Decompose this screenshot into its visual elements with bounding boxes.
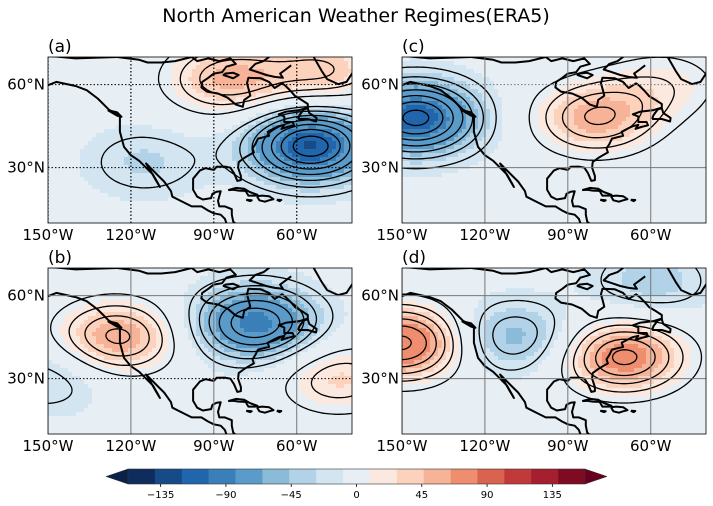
panel-frame [401, 56, 707, 224]
anomaly-fill [48, 268, 352, 434]
colorbar-bin [289, 469, 317, 484]
positive-contour [402, 325, 638, 366]
map-panel: (a) 150°W 120°W 90°W 60°W 60°N 30°N [7, 37, 353, 244]
colorbar-bin [477, 469, 505, 484]
panel-frame [47, 267, 353, 435]
negative-contour [270, 123, 351, 170]
x-tick-label: 90°W [547, 437, 589, 455]
x-tick-label: 90°W [193, 226, 235, 244]
colorbar-bin [154, 469, 183, 484]
y-tick-label: 30°N [7, 159, 45, 177]
colorbar: −135 −90 −45 0 45 90 135 [105, 468, 608, 501]
negative-contour [239, 110, 352, 188]
colorbar-bin [181, 469, 209, 484]
colorbar-bin [262, 469, 290, 484]
x-tick-label: 120°W [459, 437, 510, 455]
y-tick-label: 60°N [7, 76, 45, 94]
positive-contour [105, 328, 131, 345]
colorbar-bin [128, 469, 156, 484]
colorbar-tick-label: 45 [415, 490, 428, 501]
gridlines [48, 268, 352, 434]
colorbar-bin [423, 469, 451, 484]
x-tick-label: 120°W [105, 226, 156, 244]
colorbar-bin [396, 469, 425, 484]
negative-contour [492, 316, 538, 355]
panel-frame [47, 56, 353, 224]
colorbar-tick-label: −45 [281, 490, 302, 501]
colorbar-bin [316, 469, 344, 484]
colorbar-bin [450, 469, 478, 484]
y-tick-label: 30°N [7, 370, 45, 388]
coastlines [48, 57, 352, 223]
x-tick-label: 150°W [23, 437, 74, 455]
negative-contour [100, 105, 352, 198]
panel-label: (b) [48, 248, 72, 268]
map-panel: (b) 150°W 120°W 90°W 60°W 60°N 30°N [7, 248, 353, 455]
panel-label: (a) [48, 37, 72, 57]
colorbar-tick-label: −135 [147, 490, 174, 501]
x-tick-label: 150°W [23, 226, 74, 244]
colorbar-bin [343, 469, 371, 484]
coastlines [48, 268, 352, 434]
figure-title: North American Weather Regimes(ERA5) [162, 5, 550, 27]
negative-contour [402, 89, 464, 147]
negative-contour [251, 114, 352, 182]
anomaly-fill [402, 268, 706, 434]
negative-contour [292, 135, 329, 157]
negative-contour [402, 94, 454, 141]
negative-contour [478, 268, 702, 371]
panels: (a) 150°W 120°W 90°W 60°W 60°N 30°N (b) 150°W 120… [7, 37, 707, 455]
coastlines [402, 57, 706, 223]
negative-contour [402, 66, 497, 170]
y-tick-label: 60°N [361, 76, 399, 94]
x-tick-label: 60°W [630, 437, 672, 455]
gridlines [402, 57, 706, 223]
map-panel: (d) 150°W 120°W 90°W 60°W 60°N 30°N [361, 248, 707, 455]
contours [100, 57, 352, 198]
x-tick-label: 150°W [377, 226, 428, 244]
colorbar-bin [208, 469, 236, 484]
positive-contour [583, 106, 616, 126]
positive-contour [68, 305, 352, 399]
colorbar-bin [558, 469, 586, 484]
negative-contour [402, 76, 485, 160]
gridlines [402, 268, 706, 434]
negative-contour [48, 274, 334, 405]
colorbar-bin [504, 469, 532, 484]
x-tick-label: 60°W [276, 437, 318, 455]
colorbar-bin [235, 469, 263, 484]
y-tick-label: 30°N [361, 159, 399, 177]
map-panel: (c) 150°W 120°W 90°W 60°W 60°N 30°N [361, 37, 707, 244]
x-tick-label: 90°W [547, 226, 589, 244]
colorbar-tick-label: 135 [543, 490, 562, 501]
colorbar-tick-label: 90 [481, 490, 494, 501]
colorbar-bin [369, 469, 398, 484]
y-tick-label: 60°N [7, 287, 45, 305]
x-tick-label: 120°W [459, 226, 510, 244]
x-tick-label: 120°W [105, 437, 156, 455]
negative-contour [402, 109, 430, 127]
panel-label: (d) [402, 248, 426, 268]
positive-contour [402, 318, 656, 377]
y-tick-label: 60°N [361, 287, 399, 305]
gridlines [48, 57, 352, 223]
colorbar-tick-label: −90 [215, 490, 236, 501]
colorbar-extend-low [105, 468, 129, 485]
panel-frame [401, 267, 707, 435]
colorbar-bin [531, 469, 559, 484]
x-tick-label: 60°W [630, 226, 672, 244]
y-tick-label: 30°N [361, 370, 399, 388]
coastlines [402, 268, 706, 434]
x-tick-label: 90°W [193, 437, 235, 455]
negative-contour [402, 83, 474, 153]
colorbar-tick-label: 0 [353, 490, 359, 501]
positive-contour [157, 57, 352, 115]
x-tick-label: 60°W [276, 226, 318, 244]
x-tick-label: 150°W [377, 437, 428, 455]
panel-label: (c) [402, 37, 425, 57]
colorbar-extend-high [584, 468, 608, 485]
positive-contour [84, 315, 150, 357]
positive-contour [402, 335, 413, 351]
